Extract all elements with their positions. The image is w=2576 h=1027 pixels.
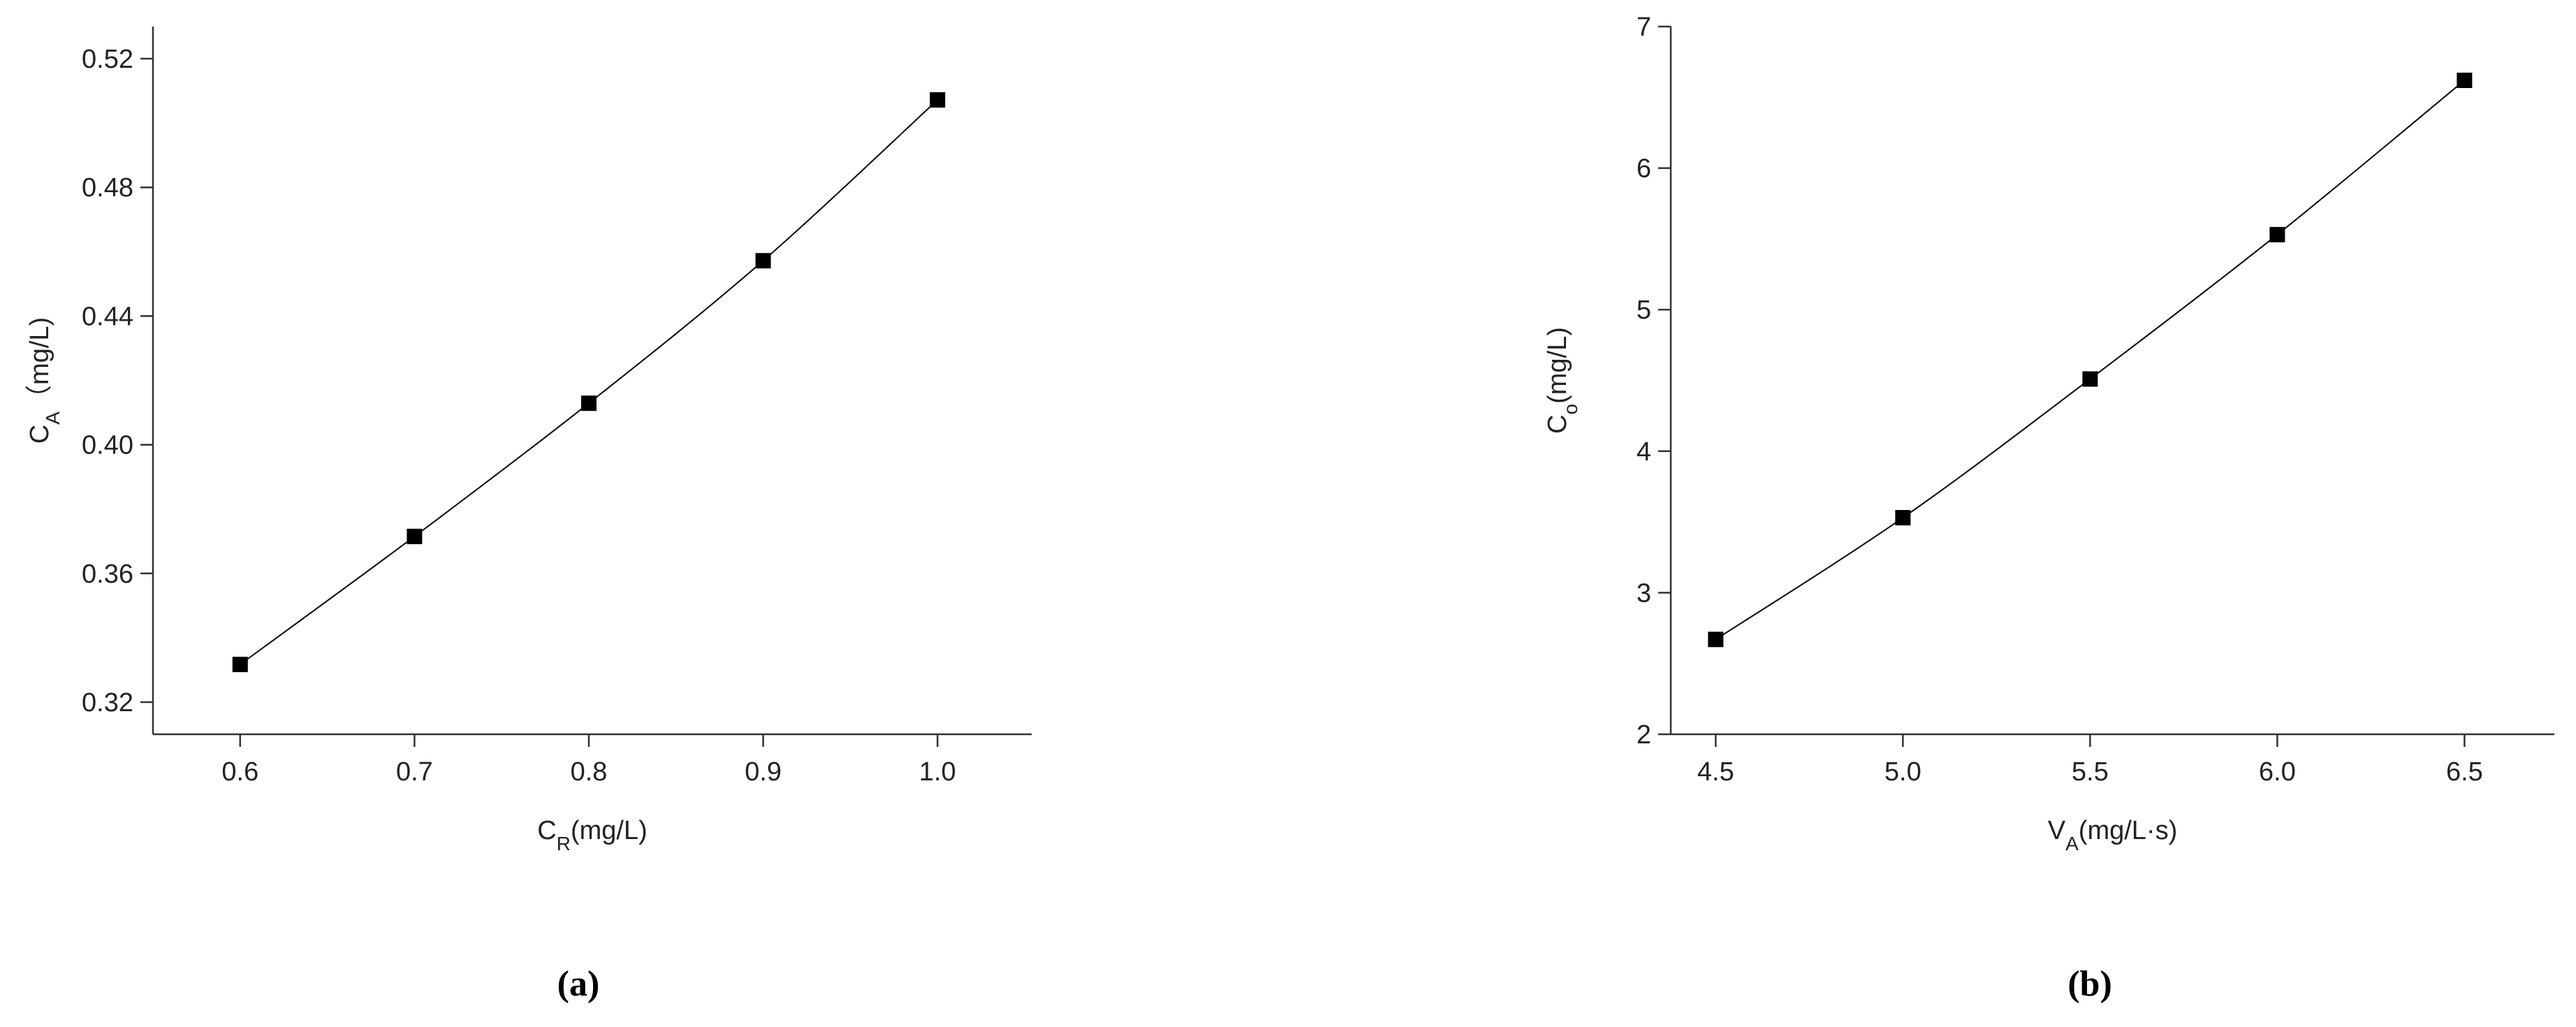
label-part: V — [2048, 816, 2066, 845]
y-tick-label: 3 — [1637, 578, 1651, 608]
axis-label: Co(mg/L) — [1543, 327, 1581, 434]
marker — [755, 253, 771, 269]
x-tick-label: 4.5 — [1697, 757, 1734, 787]
subscript: o — [1560, 404, 1581, 415]
marker — [1895, 510, 1911, 526]
marker — [581, 395, 597, 411]
label-part: C — [1543, 414, 1572, 433]
label-part: (mg/L) — [1543, 327, 1572, 404]
fit-line — [1715, 80, 2465, 641]
chart: 0.6 0.7 0.8 0.9 1.0 0.32 0.36 0.40 0.44 0.48 0.52 C… — [25, 27, 1032, 1004]
x-tick-label: 0.9 — [745, 757, 782, 787]
label-part: （mg/L) — [25, 317, 54, 411]
label-part: (mg/L·s) — [2079, 816, 2177, 845]
subscript: R — [557, 833, 571, 854]
fit-line — [240, 99, 938, 665]
axis-label: CR(mg/L) — [537, 816, 647, 854]
x-tick-label: 0.8 — [571, 757, 608, 787]
x-tick-label: 1.0 — [919, 757, 956, 787]
label-part: (mg/L) — [571, 816, 647, 845]
y-tick-label: 0.36 — [82, 560, 133, 589]
x-tick-label: 6.5 — [2446, 757, 2483, 787]
marker — [2457, 72, 2473, 88]
marker — [930, 92, 946, 108]
x-tick-label: 0.7 — [396, 757, 433, 787]
axis-label: CA（mg/L) — [25, 317, 64, 444]
x-tick-label: 0.6 — [221, 757, 258, 787]
panel-label: (a) — [557, 964, 600, 1004]
y-tick-label: 7 — [1637, 13, 1651, 42]
subscript: A — [42, 411, 64, 425]
axis-label: VA(mg/L·s) — [2048, 816, 2178, 854]
y-tick-label: 0.40 — [82, 431, 133, 460]
marker — [407, 528, 423, 544]
marker — [232, 657, 248, 673]
y-tick-label: 0.44 — [82, 302, 133, 331]
marker — [2082, 371, 2098, 387]
y-tick-label: 0.32 — [82, 688, 133, 718]
label-part: C — [537, 816, 556, 845]
y-tick-label: 2 — [1637, 720, 1651, 750]
y-tick-label: 0.48 — [82, 173, 133, 203]
marker — [1708, 632, 1724, 648]
chart: 4.5 5.0 5.5 6.0 6.5234567VA(mg/L·s)Co(mg/L)(… — [1543, 13, 2554, 1004]
y-tick-label: 0.52 — [82, 45, 133, 74]
marker — [2269, 226, 2285, 242]
subscript: A — [2065, 833, 2079, 854]
x-tick-label: 6.0 — [2259, 757, 2296, 787]
label-part: C — [25, 425, 54, 444]
x-tick-label: 5.5 — [2072, 757, 2109, 787]
panel-label: (b) — [2068, 964, 2112, 1004]
x-tick-label: 5.0 — [1885, 757, 1922, 787]
y-tick-label: 5 — [1637, 296, 1651, 325]
y-tick-label: 4 — [1637, 437, 1651, 467]
y-tick-label: 6 — [1637, 154, 1651, 184]
